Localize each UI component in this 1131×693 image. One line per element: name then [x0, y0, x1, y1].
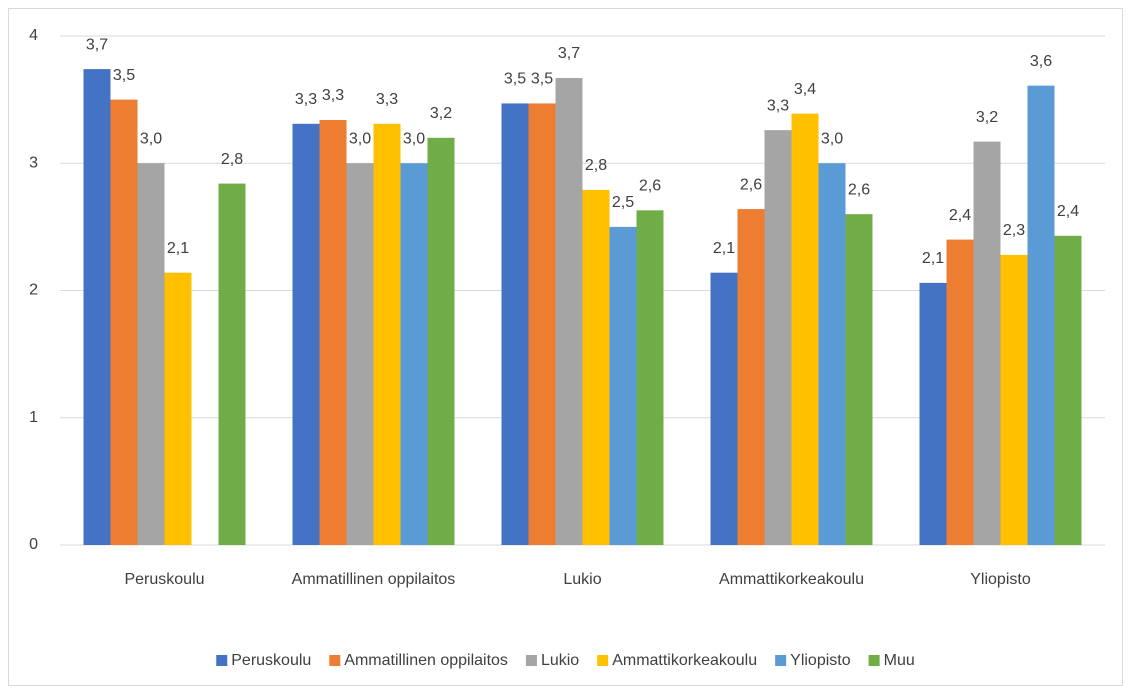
data-label: 2,6	[639, 178, 661, 195]
data-label: 3,0	[349, 130, 371, 147]
bar	[919, 282, 947, 545]
bar	[1054, 235, 1082, 545]
data-label: 3,7	[86, 36, 108, 53]
y-tick-label: 2	[29, 282, 38, 299]
data-label: 3,2	[430, 105, 452, 122]
y-tick-label: 1	[29, 409, 38, 426]
bar	[83, 69, 111, 546]
bar	[845, 214, 873, 545]
y-tick-label: 0	[29, 536, 38, 553]
data-label: 3,0	[403, 130, 425, 147]
data-label: 3,3	[376, 91, 398, 108]
bar	[609, 226, 637, 545]
legend-swatch	[329, 655, 341, 666]
bar	[501, 103, 529, 545]
bar	[1000, 254, 1028, 545]
data-label: 3,3	[295, 91, 317, 108]
bar	[710, 272, 738, 545]
bar	[319, 119, 347, 546]
bar	[292, 123, 320, 546]
bar	[528, 103, 556, 545]
bar	[973, 141, 1001, 545]
bar	[137, 163, 165, 545]
legend-label: Ammattikorkeakoulu	[612, 652, 757, 669]
bar	[636, 210, 664, 545]
bar	[582, 189, 610, 545]
bar	[110, 99, 138, 545]
legend-swatch	[597, 655, 609, 666]
y-tick-label: 3	[29, 154, 38, 171]
data-label: 2,6	[740, 176, 762, 193]
data-label: 2,6	[848, 181, 870, 198]
data-label: 3,5	[113, 67, 135, 84]
legend-swatch	[216, 655, 228, 666]
legend-label: Muu	[884, 652, 915, 669]
data-label: 3,7	[558, 45, 580, 62]
data-label: 2,1	[167, 240, 189, 257]
bar	[764, 130, 792, 546]
bar	[427, 137, 455, 546]
data-label: 2,4	[1057, 203, 1079, 220]
x-tick-label: Yliopisto	[970, 571, 1031, 588]
x-tick-label: Lukio	[563, 571, 601, 588]
bar	[791, 113, 819, 545]
bar	[737, 209, 765, 545]
data-label: 2,8	[585, 157, 607, 174]
bar	[373, 123, 401, 546]
legend-label: Ammatillinen oppilaitos	[344, 652, 508, 669]
bar	[555, 77, 583, 546]
data-label: 2,4	[949, 207, 971, 224]
bar	[1027, 85, 1055, 545]
legend-label: Yliopisto	[790, 652, 851, 669]
data-label: 2,8	[221, 151, 243, 168]
bar	[346, 163, 374, 545]
data-label: 3,3	[322, 87, 344, 104]
bar	[218, 183, 246, 546]
data-label: 3,3	[767, 97, 789, 114]
data-label: 2,5	[612, 194, 634, 211]
data-label: 3,0	[140, 130, 162, 147]
legend-swatch	[775, 655, 787, 666]
x-tick-label: Ammattikorkeakoulu	[719, 571, 864, 588]
legend-label: Peruskoulu	[231, 652, 311, 669]
data-label: 2,1	[922, 250, 944, 267]
x-tick-label: Peruskoulu	[124, 571, 204, 588]
data-label: 2,1	[713, 240, 735, 257]
y-tick-label: 4	[29, 27, 38, 44]
legend-label: Lukio	[541, 652, 579, 669]
bar	[400, 163, 428, 545]
data-label: 3,0	[821, 130, 843, 147]
legend-swatch	[525, 655, 537, 666]
data-label: 3,5	[504, 71, 526, 88]
legend-swatch	[868, 655, 880, 666]
bar	[164, 272, 192, 545]
data-label: 3,6	[1030, 53, 1052, 70]
data-label: 3,2	[976, 109, 998, 126]
data-label: 3,5	[531, 71, 553, 88]
data-label: 2,3	[1003, 222, 1025, 239]
bar	[946, 239, 974, 545]
bar	[818, 163, 846, 545]
x-tick-label: Ammatillinen oppilaitos	[292, 571, 456, 588]
data-label: 3,4	[794, 81, 816, 98]
